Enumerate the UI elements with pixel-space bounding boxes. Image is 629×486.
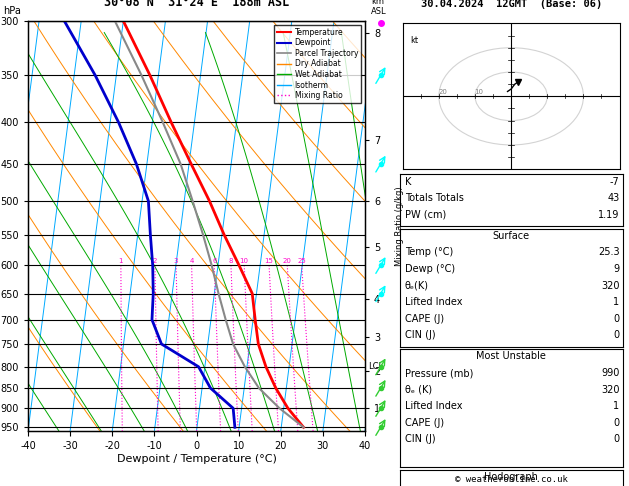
Text: Lifted Index: Lifted Index (404, 297, 462, 307)
Text: 30°08'N  31°24'E  188m ASL: 30°08'N 31°24'E 188m ASL (104, 0, 289, 9)
Text: 43: 43 (608, 193, 620, 203)
Text: 320: 320 (601, 280, 620, 291)
Text: 20: 20 (283, 258, 292, 264)
Text: 10: 10 (474, 89, 483, 95)
Text: Surface: Surface (493, 231, 530, 241)
Text: kt: kt (410, 35, 418, 45)
Text: 25: 25 (298, 258, 306, 264)
Text: Temp (°C): Temp (°C) (404, 247, 453, 258)
Text: 8: 8 (229, 258, 233, 264)
Text: PW (cm): PW (cm) (404, 209, 446, 220)
Text: hPa: hPa (3, 6, 21, 16)
Text: 0: 0 (613, 417, 620, 428)
Text: 25.3: 25.3 (598, 247, 620, 258)
Text: CIN (J): CIN (J) (404, 330, 435, 340)
Text: Lifted Index: Lifted Index (404, 401, 462, 411)
Text: 1: 1 (613, 297, 620, 307)
Text: CIN (J): CIN (J) (404, 434, 435, 444)
Text: km
ASL: km ASL (371, 0, 387, 16)
Text: 4: 4 (189, 258, 194, 264)
X-axis label: Dewpoint / Temperature (°C): Dewpoint / Temperature (°C) (116, 453, 276, 464)
Text: Totals Totals: Totals Totals (404, 193, 464, 203)
Text: Most Unstable: Most Unstable (476, 351, 546, 362)
Text: 990: 990 (601, 368, 620, 378)
Text: θₑ(K): θₑ(K) (404, 280, 428, 291)
Text: 6: 6 (212, 258, 216, 264)
Legend: Temperature, Dewpoint, Parcel Trajectory, Dry Adiabat, Wet Adiabat, Isotherm, Mi: Temperature, Dewpoint, Parcel Trajectory… (274, 25, 361, 103)
Text: 10: 10 (240, 258, 248, 264)
Text: 2: 2 (153, 258, 157, 264)
Text: 3: 3 (174, 258, 179, 264)
Text: Pressure (mb): Pressure (mb) (404, 368, 473, 378)
Text: LCL: LCL (369, 362, 384, 371)
Text: Dewp (°C): Dewp (°C) (404, 264, 455, 274)
Text: 1: 1 (119, 258, 123, 264)
Text: © weatheronline.co.uk: © weatheronline.co.uk (455, 474, 567, 484)
Text: 15: 15 (265, 258, 274, 264)
Text: 1: 1 (613, 401, 620, 411)
Text: Mixing Ratio (g/kg): Mixing Ratio (g/kg) (395, 186, 404, 266)
Text: 320: 320 (601, 384, 620, 395)
Text: θₑ (K): θₑ (K) (404, 384, 431, 395)
Text: 0: 0 (613, 330, 620, 340)
Text: 0: 0 (613, 434, 620, 444)
Text: K: K (404, 176, 411, 187)
Text: 0: 0 (613, 313, 620, 324)
Text: 20: 20 (438, 89, 447, 95)
Text: 1.19: 1.19 (598, 209, 620, 220)
Text: 9: 9 (613, 264, 620, 274)
Text: Hodograph: Hodograph (484, 472, 538, 482)
Text: CAPE (J): CAPE (J) (404, 313, 443, 324)
Text: 30.04.2024  12GMT  (Base: 06): 30.04.2024 12GMT (Base: 06) (421, 0, 602, 9)
Text: -7: -7 (610, 176, 620, 187)
Text: CAPE (J): CAPE (J) (404, 417, 443, 428)
